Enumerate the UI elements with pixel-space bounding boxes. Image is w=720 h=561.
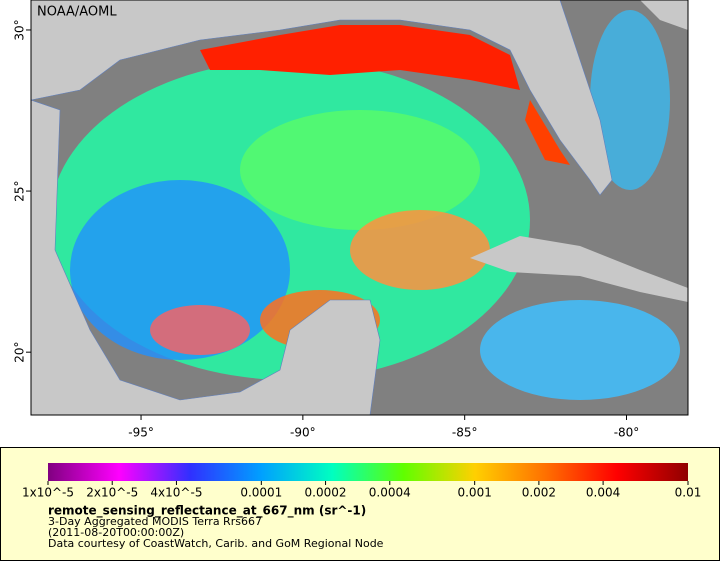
- field-coastal-red: [525, 100, 570, 165]
- colorbar-tick-label: 0.002: [522, 486, 556, 500]
- land-usa: [31, 0, 613, 196]
- colorbar-tick-label: 2x10^-5: [86, 486, 138, 500]
- x-tick-label: -90°: [290, 426, 316, 440]
- colorbar-tick-label: 1x10^-5: [22, 486, 74, 500]
- caption-line: 3-Day Aggregated MODIS Terra Rrs667: [48, 515, 262, 528]
- map: NOAA/AOML: [31, 0, 688, 415]
- colorbar-tick-label: 0.0001: [240, 486, 282, 500]
- colorbar-title: remote_sensing_reflectance_at_667_nm (sr…: [48, 504, 366, 519]
- x-tick-label: -85°: [452, 426, 478, 440]
- colorbar-tick-label: 0.0004: [369, 486, 411, 500]
- field-orange: [350, 210, 490, 290]
- y-tick-label: 30°: [13, 19, 27, 40]
- field-lime: [240, 110, 480, 230]
- y-tick-label: 20°: [13, 342, 27, 363]
- map-frame: [30, 0, 689, 416]
- colorbar-tick-label: 0.01: [675, 486, 702, 500]
- field-red: [150, 305, 250, 355]
- land-cuba: [470, 236, 688, 302]
- colorbar-tick-label: 0.001: [457, 486, 491, 500]
- field-coastal-red: [200, 25, 520, 90]
- caption-line: (2011-08-20T00:00:00Z): [48, 526, 184, 539]
- colorbar-tick-label: 0.0002: [305, 486, 347, 500]
- x-tick-label: -95°: [128, 426, 154, 440]
- colorbar-tick-label: 0.004: [586, 486, 620, 500]
- field-cyan: [590, 10, 670, 190]
- colorbar-tick-label: 4x10^-5: [150, 486, 202, 500]
- field-cyan: [480, 300, 680, 400]
- colorbar: [48, 463, 688, 481]
- y-tick-label: 25°: [13, 180, 27, 201]
- credit: NOAA/AOML: [37, 5, 117, 20]
- land-bahamas: [640, 0, 688, 30]
- caption-line: Data courtesy of CoastWatch, Carib. and …: [48, 537, 384, 550]
- land-mexico: [31, 99, 381, 415]
- x-tick-label: -80°: [614, 426, 640, 440]
